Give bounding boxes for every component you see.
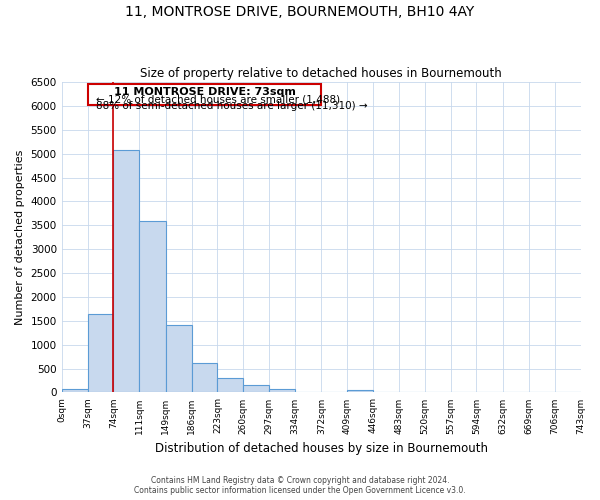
Title: Size of property relative to detached houses in Bournemouth: Size of property relative to detached ho… xyxy=(140,66,502,80)
Bar xyxy=(62,389,88,392)
Bar xyxy=(191,364,217,392)
Text: Contains HM Land Registry data © Crown copyright and database right 2024.
Contai: Contains HM Land Registry data © Crown c… xyxy=(134,476,466,495)
Bar xyxy=(139,221,166,392)
Bar xyxy=(166,324,191,392)
Text: 88% of semi-detached houses are larger (11,310) →: 88% of semi-detached houses are larger (… xyxy=(96,101,368,111)
Y-axis label: Number of detached properties: Number of detached properties xyxy=(15,150,25,325)
Bar xyxy=(113,150,139,392)
Text: ← 12% of detached houses are smaller (1,488): ← 12% of detached houses are smaller (1,… xyxy=(96,95,340,105)
X-axis label: Distribution of detached houses by size in Bournemouth: Distribution of detached houses by size … xyxy=(155,442,488,455)
Text: 11, MONTROSE DRIVE, BOURNEMOUTH, BH10 4AY: 11, MONTROSE DRIVE, BOURNEMOUTH, BH10 4A… xyxy=(125,5,475,19)
Bar xyxy=(269,388,295,392)
FancyBboxPatch shape xyxy=(88,84,322,105)
Bar xyxy=(243,386,269,392)
Bar xyxy=(347,390,373,392)
Text: 11 MONTROSE DRIVE: 73sqm: 11 MONTROSE DRIVE: 73sqm xyxy=(113,87,295,97)
Bar xyxy=(88,314,113,392)
Bar xyxy=(217,378,243,392)
